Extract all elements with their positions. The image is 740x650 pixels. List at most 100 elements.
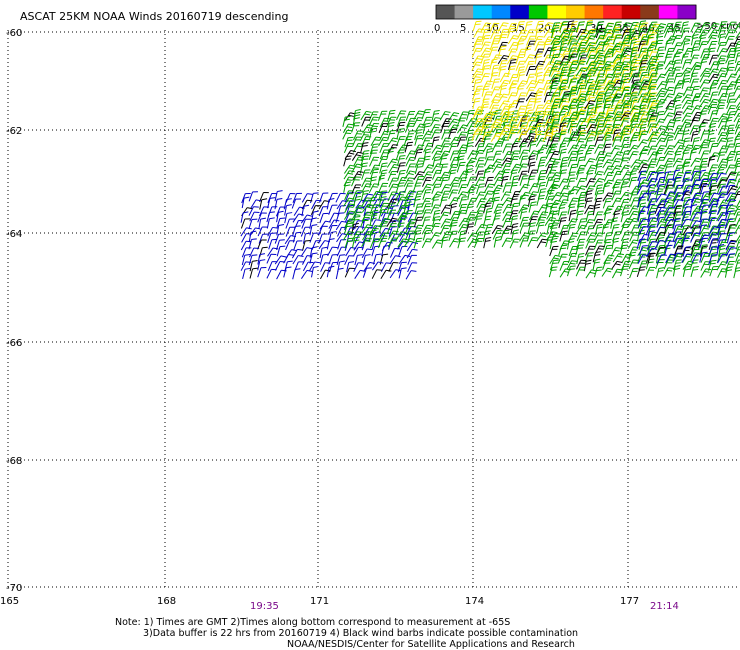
wind-barb	[285, 240, 295, 251]
wind-barb	[353, 226, 365, 236]
wind-barb	[432, 209, 441, 222]
wind-barb	[717, 48, 729, 58]
wind-barb	[585, 178, 596, 188]
wind-barb	[429, 232, 442, 242]
wind-barb	[257, 267, 267, 278]
legend-tick-label: 0	[434, 23, 440, 34]
wind-barb	[283, 254, 294, 264]
wind-barb	[353, 262, 364, 272]
wind-barb	[447, 128, 457, 140]
wind-barb	[475, 170, 485, 181]
wind-barb	[527, 222, 536, 234]
wind-barb	[405, 218, 417, 228]
wind-barb	[240, 261, 252, 271]
wind-barb	[439, 111, 451, 121]
wind-barb	[502, 143, 513, 154]
wind-barb	[258, 233, 269, 244]
wind-barb	[301, 218, 311, 229]
wind-barb	[466, 232, 478, 242]
y-tick-label: -60	[6, 28, 22, 39]
wind-barb	[259, 198, 268, 210]
wind-barb	[537, 156, 547, 168]
wind-barb	[449, 202, 458, 215]
wind-barb	[292, 225, 301, 237]
wind-barb	[709, 266, 719, 277]
wind-barb	[440, 236, 449, 248]
wind-barb	[354, 254, 363, 266]
wind-barb	[493, 203, 504, 214]
wind-barb	[403, 201, 412, 213]
wind-barb	[457, 224, 469, 234]
wind-barb	[369, 176, 378, 188]
legend-swatch	[528, 5, 548, 19]
wind-barb	[500, 175, 509, 188]
wind-barb	[292, 255, 304, 265]
wind-barb	[430, 204, 441, 215]
wind-barb	[465, 129, 475, 141]
wind-barb	[698, 122, 707, 134]
wind-barb	[509, 182, 519, 193]
wind-barb	[475, 191, 486, 202]
wind-barb	[636, 266, 646, 278]
wind-barb	[421, 197, 432, 208]
wind-barb	[361, 183, 372, 193]
wind-barb	[422, 122, 431, 135]
wind-barb	[593, 211, 604, 222]
wind-barb	[474, 163, 485, 174]
wind-barb	[534, 27, 543, 40]
wind-barb	[267, 226, 278, 237]
legend-swatch	[473, 5, 493, 19]
wind-barb	[601, 267, 613, 277]
chart-title: ASCAT 25KM NOAA Winds 20160719 descendin…	[20, 10, 288, 23]
wind-barb	[284, 212, 293, 224]
wind-barb	[480, 22, 492, 33]
wind-barb	[369, 229, 377, 242]
wind-barb	[430, 124, 441, 134]
x-tick-label: 168	[157, 596, 176, 607]
wind-barb	[283, 198, 292, 210]
wind-barb	[369, 156, 380, 167]
wind-barb	[422, 155, 431, 167]
wind-barb	[482, 230, 491, 242]
wind-barb	[476, 183, 485, 195]
wind-barb	[528, 140, 537, 153]
legend-swatch	[436, 5, 456, 19]
wind-barb	[733, 112, 740, 123]
wind-barb	[249, 267, 258, 279]
wind-barb	[387, 191, 398, 202]
wind-barb	[536, 232, 548, 242]
wind-barb	[309, 261, 321, 271]
wind-barb	[441, 118, 452, 128]
wind-barb	[458, 196, 468, 207]
wind-barb	[413, 237, 423, 249]
wind-barb	[268, 238, 278, 250]
wind-barb	[404, 122, 415, 133]
wind-barb	[352, 170, 364, 181]
wind-barb	[466, 109, 475, 121]
wind-barb	[429, 117, 441, 127]
wind-barb	[369, 164, 381, 175]
wind-barb	[500, 191, 512, 201]
legend-swatch	[677, 5, 697, 19]
wind-barb	[527, 191, 539, 201]
wind-barb	[379, 253, 389, 265]
legend-tick-label: 5	[460, 23, 466, 34]
wind-barb	[508, 100, 520, 110]
wind-barb	[440, 122, 450, 134]
wind-barb	[458, 177, 468, 188]
wind-barb	[379, 202, 389, 213]
wind-barb	[509, 238, 520, 249]
wind-barb	[481, 85, 490, 97]
wind-barb	[474, 210, 485, 220]
wind-barb	[483, 167, 491, 180]
wind-barb	[515, 21, 525, 32]
wind-barb	[691, 111, 703, 122]
wind-barb	[389, 255, 401, 265]
wind-barb	[407, 254, 417, 265]
wind-barb	[519, 216, 529, 228]
wind-barb	[439, 163, 449, 175]
wind-barb	[404, 141, 414, 153]
wind-barb	[344, 267, 355, 278]
wind-barb	[447, 112, 460, 122]
